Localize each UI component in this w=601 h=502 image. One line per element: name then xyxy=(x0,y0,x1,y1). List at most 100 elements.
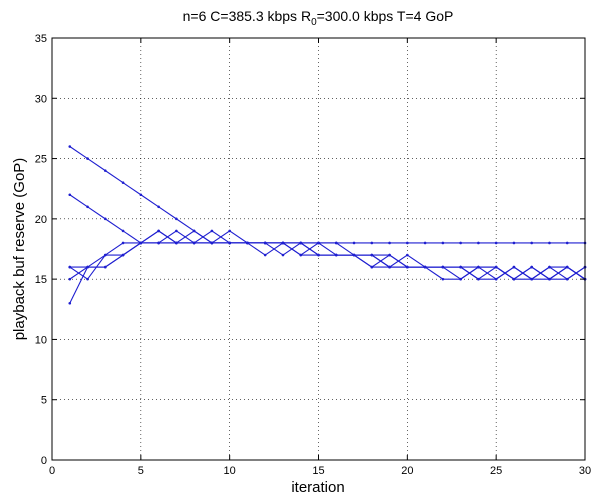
series-6-point xyxy=(512,277,516,281)
series-1-point xyxy=(352,241,356,245)
series-5-point xyxy=(548,277,551,281)
x-tick-label: 5 xyxy=(138,465,144,477)
tick-labels: 0 5 10 15 20 25 30 0 5 10 15 20 25 30 35 xyxy=(35,33,591,477)
y-tick-label: 15 xyxy=(35,274,47,286)
x-tick-label: 20 xyxy=(401,465,413,477)
series-line-1 xyxy=(69,146,585,244)
series-2-point xyxy=(281,253,285,257)
series-5-point xyxy=(477,277,480,281)
series-4-point xyxy=(334,241,338,245)
series-6-point xyxy=(530,277,533,281)
series-6-point xyxy=(494,265,498,269)
series-line-6 xyxy=(69,230,586,304)
x-tick-label: 10 xyxy=(224,465,236,477)
series-4-point xyxy=(68,265,72,269)
y-tick-label: 0 xyxy=(41,455,47,467)
y-tick-label: 10 xyxy=(35,334,47,346)
series-3-point xyxy=(192,229,196,233)
series-5-point xyxy=(121,253,125,257)
series-1-point xyxy=(121,181,125,184)
chart-title: n=6 C=385.3 kbps R0=300.0 kbps T=4 GoP xyxy=(183,8,454,28)
series-6-point xyxy=(121,241,125,245)
series-2-point xyxy=(68,193,72,197)
series-6-point xyxy=(192,241,196,245)
series-6-point xyxy=(139,241,143,245)
series-1-point xyxy=(68,145,72,148)
series-5-point xyxy=(565,277,569,281)
series-6-point xyxy=(459,277,462,281)
series-1-point xyxy=(459,241,462,245)
series-1-point xyxy=(175,217,178,221)
series-1-point xyxy=(104,169,107,172)
series-5-point xyxy=(104,265,107,269)
series-4-point xyxy=(317,241,320,245)
series-1-point xyxy=(139,193,143,197)
tick-marks xyxy=(51,37,586,461)
series-2-point xyxy=(121,229,125,233)
series-5-point xyxy=(68,277,72,281)
x-tick-label: 15 xyxy=(312,465,324,477)
y-tick-label: 5 xyxy=(41,395,47,407)
series-1-point xyxy=(512,241,516,245)
y-tick-label: 35 xyxy=(35,33,47,45)
series-2-point xyxy=(104,217,107,221)
series-5-point xyxy=(299,253,303,257)
series-3-point xyxy=(512,265,516,269)
series-6-point xyxy=(299,241,303,245)
series-6-point xyxy=(263,241,267,245)
series-6-point xyxy=(477,265,480,269)
series-4-point xyxy=(210,229,214,233)
series-6-point xyxy=(388,265,391,269)
series-6-point xyxy=(104,253,107,257)
series-1-point xyxy=(370,241,374,245)
y-axis-label: playback buf reserve (GoP) xyxy=(11,158,28,341)
series-1-point xyxy=(548,241,551,245)
series-6-point xyxy=(548,265,551,269)
y-tick-label: 20 xyxy=(35,214,47,226)
series-5-point xyxy=(530,265,533,269)
series-1-point xyxy=(494,241,498,245)
series-1-point xyxy=(441,241,445,245)
series-4-point xyxy=(175,229,178,233)
series-3-point xyxy=(494,277,498,281)
series-6-point xyxy=(68,301,72,305)
x-tick-label: 0 xyxy=(49,465,55,477)
series-1-point xyxy=(406,241,409,245)
series-6-point xyxy=(317,253,320,257)
x-tick-label: 30 xyxy=(579,465,591,477)
series-6-point xyxy=(406,265,409,269)
series-1-point xyxy=(157,205,160,209)
series-1-point xyxy=(530,241,533,245)
series-group xyxy=(68,145,587,305)
series-6-point xyxy=(281,241,285,245)
series-5-point xyxy=(441,265,445,269)
series-3-point xyxy=(228,229,231,233)
x-tick-label: 25 xyxy=(490,465,502,477)
series-6-point xyxy=(157,229,160,233)
series-1-point xyxy=(388,241,391,245)
series-1-point xyxy=(86,157,89,160)
series-5-point xyxy=(263,253,267,257)
series-5-point xyxy=(370,253,374,257)
y-tick-label: 30 xyxy=(35,93,47,105)
series-line-2 xyxy=(69,194,586,280)
series-2-point xyxy=(86,205,89,209)
series-1-point xyxy=(565,241,569,245)
series-5-point xyxy=(388,253,391,257)
series-6-point xyxy=(246,241,249,245)
series-1-point xyxy=(477,241,480,245)
x-axis-label: iteration xyxy=(291,479,344,496)
series-6-point xyxy=(175,241,178,245)
series-6-point xyxy=(228,241,231,245)
series-4-point xyxy=(406,253,409,257)
series-1-point xyxy=(423,241,427,245)
series-6-point xyxy=(441,277,445,281)
series-6-point xyxy=(210,241,214,245)
series-6-point xyxy=(86,265,89,269)
series-6-point xyxy=(334,253,338,257)
series-6-point xyxy=(352,253,356,257)
series-6-point xyxy=(423,265,427,269)
series-4-point xyxy=(86,277,89,281)
series-5-point xyxy=(157,241,160,245)
series-5-point xyxy=(459,265,462,269)
